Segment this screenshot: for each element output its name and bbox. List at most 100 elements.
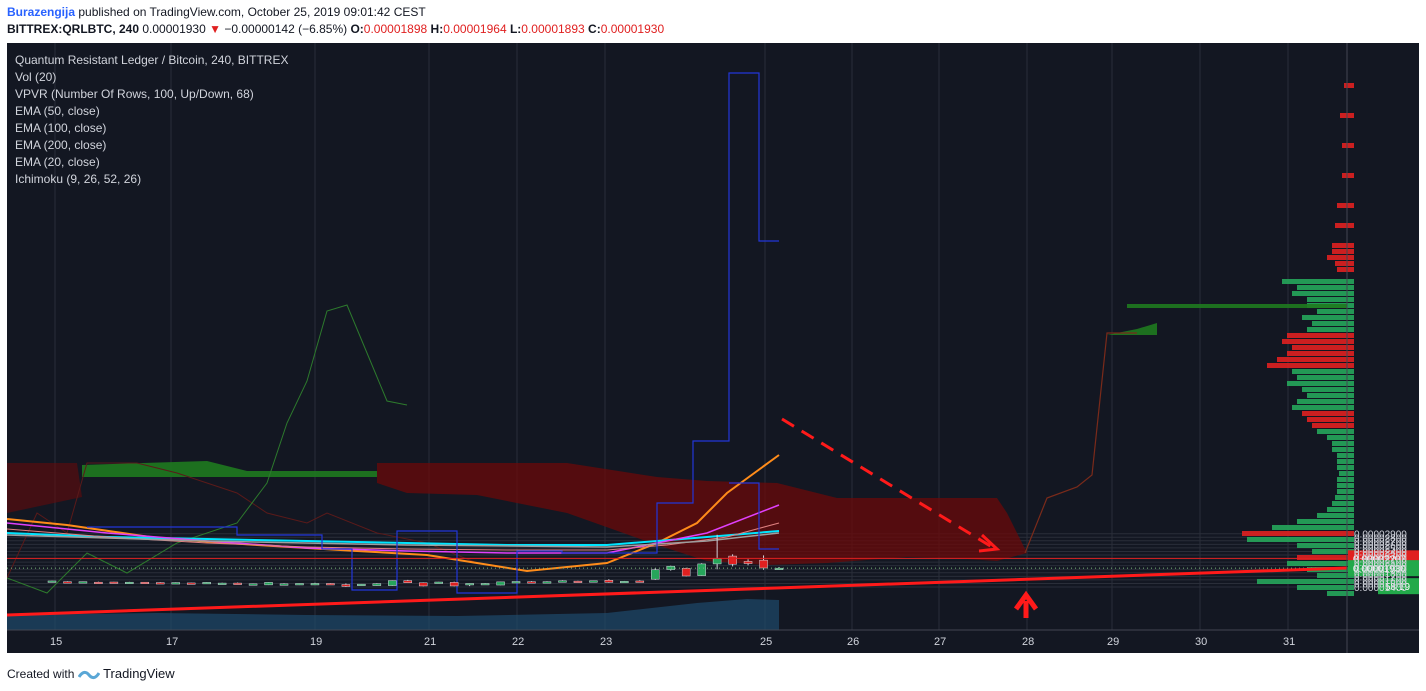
candle-up <box>697 563 706 576</box>
close-label: C: <box>588 22 601 36</box>
date-axis-label: 29 <box>1107 636 1119 648</box>
publish-text: published on TradingView.com, October 25… <box>78 5 426 19</box>
vpvr-bar <box>1337 267 1354 272</box>
candle-up <box>125 581 134 584</box>
vpvr-bar <box>1332 249 1354 254</box>
date-axis-label: 28 <box>1022 636 1034 648</box>
candle-down <box>527 581 536 584</box>
candle-up <box>248 583 258 586</box>
legend-title[interactable]: Quantum Resistant Ledger / Bitcoin, 240,… <box>15 53 288 67</box>
candle-down <box>418 582 428 587</box>
candle-up <box>279 583 289 586</box>
candle-down <box>341 584 351 587</box>
footer: Created with TradingView <box>7 666 175 681</box>
candle-up <box>620 581 629 584</box>
candle-up <box>666 565 675 570</box>
date-axis-label: 15 <box>50 636 62 648</box>
kijun-sen-line <box>87 72 779 594</box>
high-label: H: <box>430 22 444 36</box>
price-axis-label: 0.00001400 <box>1354 583 1407 594</box>
cloud-bull <box>82 461 377 477</box>
vpvr-bar <box>1344 83 1354 88</box>
date-axis-label: 21 <box>424 636 436 648</box>
legend-ichimoku[interactable]: Ichimoku (9, 26, 52, 26) <box>15 172 141 186</box>
price-axis-label: 0.00001700 <box>1354 572 1407 583</box>
legend-ema100[interactable]: EMA (100, close) <box>15 121 106 135</box>
candle-up <box>434 581 443 584</box>
ichimoku-cloud <box>7 304 1157 594</box>
vpvr-bar <box>1332 441 1354 446</box>
vpvr-bar <box>1335 223 1354 228</box>
candle-down <box>743 561 753 564</box>
price-axis-label: 0.00002000 <box>1354 562 1407 573</box>
candle-up <box>372 583 382 586</box>
vpvr-bar <box>1337 465 1354 470</box>
vpvr-bar <box>1297 285 1354 290</box>
vpvr-bar <box>1327 507 1354 512</box>
date-axis-label: 22 <box>512 636 524 648</box>
vpvr-bar <box>1335 495 1354 500</box>
candle-up <box>47 580 57 583</box>
cloud-bear-left <box>7 463 82 513</box>
date-axis-label: 19 <box>310 636 322 648</box>
vpvr-bar <box>1272 525 1354 530</box>
candle-up <box>217 582 227 585</box>
date-axis-label: 17 <box>166 636 178 648</box>
vpvr-bar <box>1287 351 1354 356</box>
vpvr-bar <box>1317 513 1354 518</box>
tradingview-brand[interactable]: TradingView <box>103 666 175 681</box>
candle-down <box>140 581 150 584</box>
candle-up <box>357 583 366 586</box>
candle-down <box>233 582 242 585</box>
vpvr-bar <box>1332 447 1354 452</box>
vpvr-bar <box>1297 375 1354 380</box>
candle-down <box>186 582 196 585</box>
vpvr-bar <box>1297 555 1354 560</box>
vpvr-bar <box>1337 489 1354 494</box>
vpvr-bar <box>1297 519 1354 524</box>
candle-up <box>496 581 505 586</box>
vpvr-bar <box>1312 423 1354 428</box>
support-trendline <box>7 566 1348 617</box>
date-axis-label: 25 <box>760 636 772 648</box>
projection-arrowhead-icon <box>978 533 1001 553</box>
candle-up <box>589 580 598 583</box>
high-value: 0.00001964 <box>443 22 507 36</box>
countdown-badge <box>1378 578 1419 595</box>
legend-vpvr[interactable]: VPVR (Number Of Rows, 100, Up/Down, 68) <box>15 87 254 101</box>
price-axis-label: 0.00002700 <box>1354 537 1407 548</box>
vpvr-bar <box>1297 543 1354 548</box>
low-value: 0.00001893 <box>521 22 585 36</box>
cloud-bear <box>377 463 1027 565</box>
up-arrow-icon <box>1013 590 1039 618</box>
axes: 0.000014000.000015000.000016000.00001700… <box>7 43 1419 653</box>
author-name[interactable]: Burazengija <box>7 5 76 19</box>
vpvr-poc-bar <box>1127 304 1347 308</box>
legend-ema20[interactable]: EMA (20, close) <box>15 155 100 169</box>
vpvr-bar <box>1337 477 1354 482</box>
legend-vol[interactable]: Vol (20) <box>15 70 56 84</box>
tradingview-logo-icon <box>77 670 100 679</box>
symbol-label: BITTREX:QRLBTC, 240 <box>7 22 140 36</box>
candle-down <box>635 580 645 583</box>
chart-area[interactable]: 0.00002207 0.00001930 58:19 Quantum Resist… <box>7 43 1419 653</box>
vpvr-bar <box>1327 255 1354 260</box>
vpvr-bar <box>1312 549 1354 554</box>
vpvr-bar <box>1287 333 1354 338</box>
volume-bars <box>7 599 779 630</box>
candle-down <box>403 580 413 583</box>
vpvr-bar <box>1337 459 1354 464</box>
vpvr-bar <box>1317 573 1354 578</box>
candle-down <box>156 582 165 585</box>
price-axis-label: 0.00002400 <box>1354 547 1407 558</box>
vpvr-bar <box>1292 405 1354 410</box>
cloud-bull-future <box>1107 323 1157 335</box>
vpvr-bar <box>1332 501 1354 506</box>
ohlc-line: BITTREX:QRLBTC, 240 0.00001930 ▼ −0.0000… <box>7 22 664 36</box>
candle-down <box>63 581 72 584</box>
legend-ema200[interactable]: EMA (200, close) <box>15 138 106 152</box>
vpvr-bar <box>1302 387 1354 392</box>
publish-info: Burazengija published on TradingView.com… <box>7 5 426 19</box>
legend-ema50[interactable]: EMA (50, close) <box>15 104 100 118</box>
